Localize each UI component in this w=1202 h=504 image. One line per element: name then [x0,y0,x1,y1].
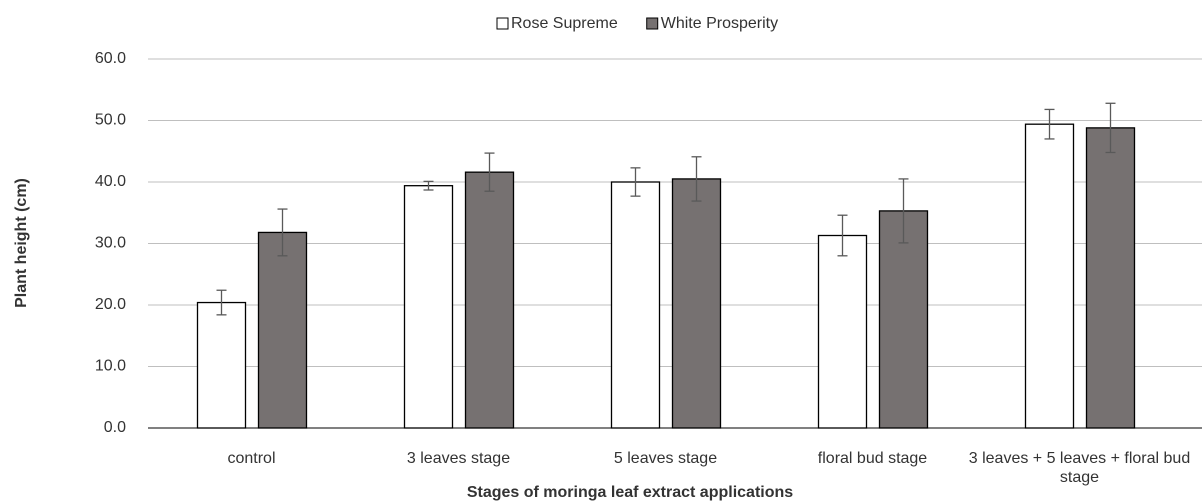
x-tick-label: 3 leaves stage [407,450,510,467]
x-tick-label: 5 leaves stage [614,450,717,467]
bar [196,301,247,429]
x-tick-label: 3 leaves + 5 leaves + floral bud stage [969,450,1190,486]
bar [610,181,661,429]
y-tick-label: 50.0 [95,112,126,129]
bar [1024,123,1075,429]
bar [671,178,722,429]
x-tick-label: control [227,450,275,467]
bar [464,171,515,429]
bar [878,210,929,429]
x-axis-title: Stages of moringa leaf extract applicati… [467,484,793,501]
bar [403,185,454,429]
bar [257,231,308,429]
legend-swatch [496,17,509,30]
y-tick-label: 30.0 [95,235,126,252]
y-tick-label: 0.0 [104,419,126,436]
y-tick-label: 40.0 [95,173,126,190]
bar [1085,127,1136,429]
y-tick-label: 20.0 [95,296,126,313]
legend-swatch [646,17,659,30]
y-tick-label: 10.0 [95,358,126,375]
x-tick-label: floral bud stage [818,450,928,467]
bar [817,234,868,429]
legend-label: Rose Supreme [511,15,618,32]
y-tick-label: 60.0 [95,50,126,67]
legend-label: White Prosperity [661,15,778,32]
y-axis-title: Plant height (cm) [13,178,30,308]
